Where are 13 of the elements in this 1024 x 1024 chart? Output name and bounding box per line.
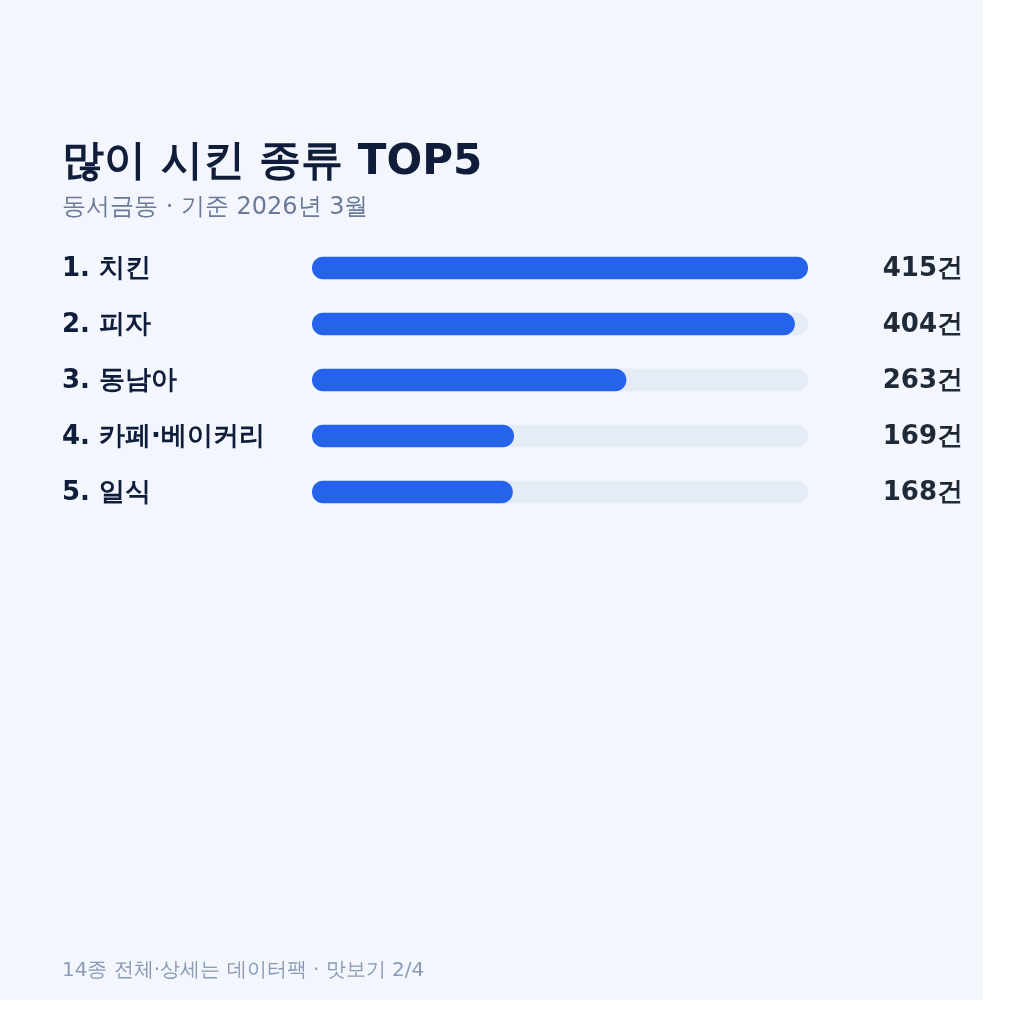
chart-title: 많이 시킨 종류 TOP5 [62,135,483,184]
chart-subtitle: 동서금동 · 기준 2026년 3월 [62,192,369,220]
y-tick-label: 5. 일식 [62,476,152,506]
y-tick-label: 3. 동남아 [62,364,178,394]
y-tick-label: 1. 치킨 [62,252,152,282]
data-label: 168건 [882,476,963,506]
text: 14종 전체·상세는 데이터팩 · 맛보기 2/4 [62,957,425,981]
data-label: 415건 [882,252,963,282]
data-label: 169건 [882,420,963,450]
data-label: 404건 [882,308,963,338]
y-tick-label: 2. 피자 [62,308,152,338]
y-tick-label: 4. 카페·베이커리 [62,420,265,450]
data-label: 263건 [882,364,963,394]
